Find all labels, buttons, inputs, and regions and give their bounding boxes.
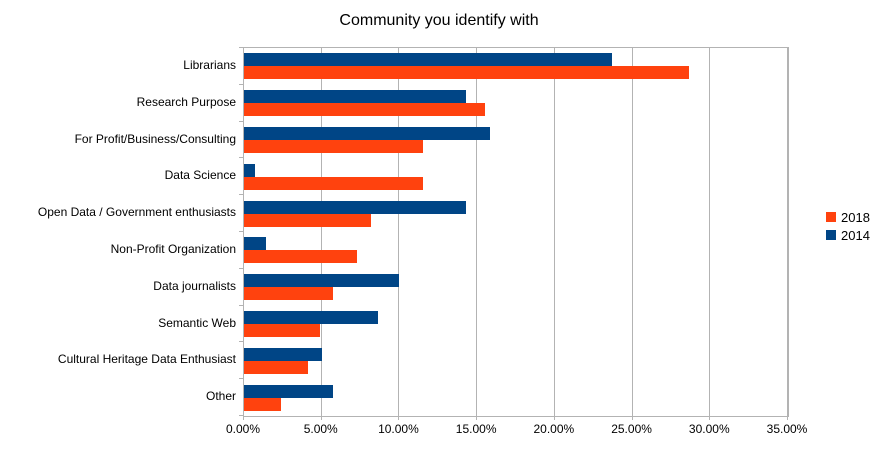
- bar-2014-data-science: [244, 163, 255, 177]
- category-label: Librarians: [183, 58, 236, 72]
- bar-2014-for-profit-business-consulting: [244, 127, 490, 140]
- bar-2018-data-journalists: [244, 287, 333, 301]
- gridline-20: [553, 48, 555, 416]
- y-tick-mark: [239, 415, 243, 416]
- gridline-35: [787, 48, 788, 416]
- y-tick-mark: [239, 157, 243, 159]
- x-axis-labels: 0.00% 5.00% 10.00% 15.00% 20.00% 25.00% 30.00%…: [0, 422, 878, 438]
- legend-swatch-2014: [826, 230, 836, 240]
- category-label: Data journalists: [153, 278, 236, 293]
- bar-2018-research-purpose: [244, 103, 485, 117]
- x-tick-label: 35.00%: [766, 422, 808, 436]
- plot-area: [243, 47, 789, 417]
- legend: 2018 2014: [826, 208, 870, 244]
- bar-2018-data-science: [244, 176, 423, 190]
- category-label: Data Science: [164, 168, 236, 183]
- gridline-30: [709, 48, 711, 416]
- x-tick-label: 10.00%: [378, 422, 419, 436]
- gridline-5: [320, 48, 322, 416]
- bar-2018-cultural-heritage-data-enthusiast: [244, 360, 308, 374]
- y-tick-mark: [239, 267, 243, 269]
- bar-2014-non-profit-organization: [244, 237, 266, 251]
- x-tick-mark: [787, 416, 788, 420]
- y-tick-mark: [239, 83, 243, 85]
- category-label: Other: [205, 389, 236, 404]
- y-tick-mark: [239, 120, 243, 122]
- x-tick-mark: [398, 416, 400, 420]
- bar-2018-other: [244, 397, 282, 411]
- bar-2014-semantic-web: [244, 311, 378, 324]
- bar-2018-librarians: [244, 66, 689, 80]
- bar-2018-non-profit-organization: [244, 250, 358, 264]
- y-tick-mark: [239, 378, 243, 380]
- bar-2014-research-purpose: [244, 90, 467, 104]
- bar-2018-open-data-government-enthusiasts: [244, 213, 372, 227]
- x-tick-mark: [631, 416, 633, 420]
- bar-2014-other: [244, 384, 333, 398]
- y-tick-mark: [239, 194, 243, 196]
- bar-2018-for-profit-business-consulting: [244, 140, 423, 153]
- y-tick-mark: [239, 341, 243, 343]
- bar-2018-semantic-web: [244, 324, 321, 337]
- category-label: Open Data / Government enthusiasts: [37, 205, 236, 220]
- x-tick-mark: [709, 416, 711, 420]
- x-tick-label: 20.00%: [533, 422, 575, 436]
- bar-2014-data-journalists: [244, 274, 400, 288]
- legend-label-2014: 2014: [841, 227, 870, 243]
- legend-label-2018: 2018: [841, 209, 870, 225]
- category-label: Non-Profit Organization: [110, 242, 236, 256]
- y-tick-mark: [239, 231, 243, 232]
- category-label: Semantic Web: [158, 315, 236, 330]
- legend-swatch-2018: [826, 212, 836, 222]
- x-tick-mark: [243, 416, 244, 420]
- bar-2014-cultural-heritage-data-enthusiast: [244, 347, 322, 361]
- legend-item-2014: 2014: [826, 226, 870, 244]
- x-tick-mark: [553, 416, 555, 420]
- gridline-25: [631, 48, 633, 416]
- x-tick-mark: [476, 416, 478, 420]
- y-axis-labels: Librarians Research Purpose For Profit/Bus…: [0, 47, 236, 415]
- x-tick-label: 15.00%: [455, 422, 497, 436]
- x-tick-mark: [320, 416, 322, 420]
- gridline-15: [476, 48, 478, 416]
- y-tick-mark: [239, 304, 243, 306]
- x-tick-label: 25.00%: [611, 422, 652, 436]
- category-label: For Profit/Business/Consulting: [74, 131, 236, 146]
- chart-title: Community you identify with: [339, 12, 539, 29]
- x-tick-label: 5.00%: [303, 422, 338, 436]
- category-label: Cultural Heritage Data Enthusiast: [57, 352, 236, 367]
- y-tick-mark: [239, 47, 243, 48]
- x-tick-label: 0.00%: [225, 422, 261, 436]
- x-tick-label: 30.00%: [688, 422, 730, 436]
- legend-item-2018: 2018: [826, 208, 870, 226]
- bar-2014-librarians: [244, 53, 613, 67]
- category-label: Research Purpose: [136, 94, 236, 109]
- gridline-10: [398, 48, 400, 416]
- bar-2014-open-data-government-enthusiasts: [244, 200, 467, 214]
